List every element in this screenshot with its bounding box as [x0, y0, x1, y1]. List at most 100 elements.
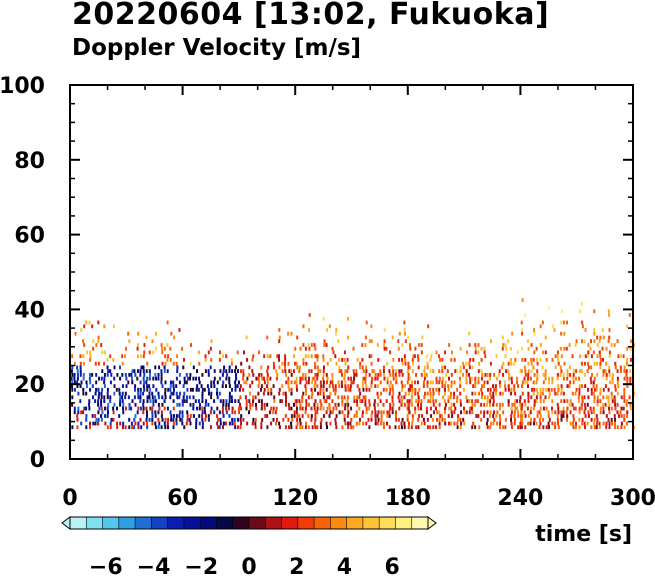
velocity-cell	[483, 414, 485, 418]
velocity-cell	[281, 384, 284, 388]
velocity-cell	[607, 339, 610, 344]
velocity-cell	[463, 421, 466, 426]
velocity-cell	[605, 361, 608, 366]
velocity-cell	[140, 365, 143, 370]
velocity-cell	[423, 369, 426, 373]
velocity-cell	[397, 417, 400, 422]
velocity-cell	[225, 399, 228, 403]
velocity-cell	[290, 425, 293, 430]
velocity-cell	[407, 406, 410, 411]
velocity-cell	[623, 399, 626, 403]
velocity-cell	[109, 369, 112, 373]
velocity-cell	[186, 395, 188, 400]
velocity-cell	[173, 414, 175, 418]
velocity-cell	[613, 395, 616, 400]
velocity-cell	[581, 320, 584, 325]
velocity-cell	[471, 410, 474, 415]
velocity-cell	[516, 380, 518, 385]
velocity-cell	[409, 346, 412, 351]
velocity-cell	[583, 410, 586, 415]
velocity-cell	[544, 395, 547, 400]
velocity-cell	[161, 417, 164, 422]
velocity-cell	[427, 324, 430, 329]
colorbar-tick-label: 2	[289, 555, 304, 577]
velocity-cell	[450, 384, 453, 388]
velocity-cell	[155, 425, 158, 430]
velocity-cell	[444, 365, 447, 370]
velocity-cell	[598, 425, 601, 430]
velocity-cell	[284, 354, 287, 359]
velocity-cell	[401, 343, 404, 347]
velocity-cell	[373, 399, 376, 403]
velocity-cell	[334, 387, 337, 392]
velocity-cell	[183, 358, 185, 362]
velocity-cell	[526, 339, 529, 344]
velocity-cell	[128, 402, 131, 407]
velocity-cell	[121, 361, 124, 366]
velocity-cell	[607, 309, 610, 314]
velocity-cell	[620, 425, 623, 430]
velocity-cell	[73, 410, 76, 415]
velocity-cell	[510, 361, 513, 366]
velocity-cell	[581, 421, 584, 426]
velocity-cell	[365, 320, 368, 325]
velocity-cell	[374, 373, 377, 377]
velocity-cell	[578, 384, 581, 388]
velocity-cell	[568, 402, 571, 407]
velocity-cell	[608, 421, 611, 426]
velocity-cell	[480, 346, 483, 351]
velocity-cell	[626, 384, 629, 388]
velocity-cell	[131, 399, 134, 403]
velocity-cell	[557, 406, 560, 411]
velocity-cell	[614, 399, 616, 403]
velocity-cell	[391, 410, 394, 415]
velocity-cell	[190, 343, 193, 347]
velocity-cell	[233, 421, 236, 426]
velocity-cell	[145, 335, 148, 340]
velocity-cell	[425, 410, 428, 415]
velocity-cell	[496, 376, 499, 381]
velocity-cell	[414, 380, 416, 385]
velocity-cell	[474, 346, 477, 351]
velocity-cell	[225, 384, 227, 388]
velocity-cell	[122, 421, 125, 426]
velocity-cell	[492, 399, 495, 403]
velocity-cell	[587, 354, 590, 359]
velocity-cell	[613, 343, 616, 347]
velocity-cell	[459, 380, 462, 385]
velocity-cell	[520, 425, 523, 430]
velocity-cell	[287, 402, 290, 407]
velocity-cell	[178, 395, 181, 400]
velocity-cell	[231, 410, 234, 415]
velocity-cell	[358, 406, 361, 411]
velocity-cell	[304, 387, 307, 392]
velocity-cell	[572, 376, 575, 381]
velocity-cell	[614, 417, 616, 422]
velocity-cell	[486, 410, 489, 415]
velocity-cell	[441, 380, 444, 385]
velocity-cell	[166, 343, 169, 347]
velocity-cell	[596, 399, 599, 403]
velocity-cell	[187, 376, 189, 381]
velocity-cell	[383, 373, 385, 377]
velocity-cell	[287, 380, 290, 385]
velocity-cell	[415, 399, 418, 403]
velocity-cell	[109, 395, 112, 400]
velocity-cell	[307, 343, 310, 347]
velocity-cell	[529, 410, 532, 415]
velocity-cell	[451, 350, 453, 355]
velocity-cell	[364, 343, 367, 347]
velocity-cell	[293, 380, 296, 385]
velocity-cell	[149, 387, 152, 392]
velocity-cell	[323, 399, 326, 403]
velocity-cell	[109, 421, 112, 426]
velocity-cell	[535, 421, 538, 426]
velocity-cell	[459, 417, 462, 422]
velocity-cell	[599, 354, 602, 359]
velocity-cell	[513, 384, 516, 388]
velocity-cell	[397, 395, 400, 400]
velocity-cell	[514, 406, 517, 411]
velocity-cell	[172, 380, 175, 385]
velocity-cell	[554, 425, 557, 430]
velocity-cell	[508, 376, 511, 381]
